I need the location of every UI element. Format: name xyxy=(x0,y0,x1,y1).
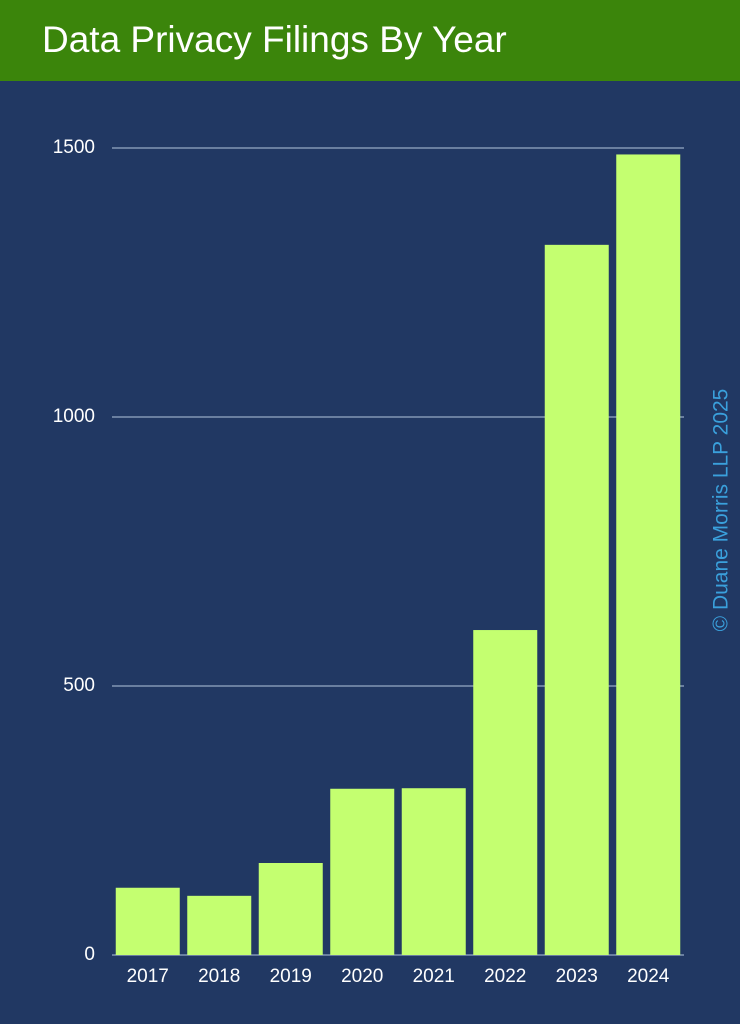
y-tick-label: 0 xyxy=(84,944,95,965)
bar xyxy=(115,887,180,955)
bar xyxy=(616,154,681,955)
bar xyxy=(401,788,466,955)
header-bar xyxy=(0,0,740,81)
x-tick-label: 2023 xyxy=(556,966,598,987)
y-tick-label: 1000 xyxy=(53,406,95,427)
x-tick-label: 2019 xyxy=(270,966,312,987)
bar xyxy=(330,788,395,955)
x-tick-label: 2017 xyxy=(127,966,169,987)
bar xyxy=(473,630,538,955)
x-tick-label: 2022 xyxy=(484,966,526,987)
y-tick-label: 1500 xyxy=(53,137,95,158)
x-tick-label: 2021 xyxy=(413,966,455,987)
watermark: © Duane Morris LLP 2025 xyxy=(710,389,733,632)
x-tick-label: 2024 xyxy=(627,966,670,987)
x-tick-label: 2018 xyxy=(198,966,240,987)
bar xyxy=(258,863,323,955)
x-tick-label: 2020 xyxy=(341,966,383,987)
bar xyxy=(544,244,609,956)
y-tick-label: 500 xyxy=(63,675,95,696)
bar xyxy=(187,895,252,955)
chart-title: Data Privacy Filings By Year xyxy=(42,19,507,60)
